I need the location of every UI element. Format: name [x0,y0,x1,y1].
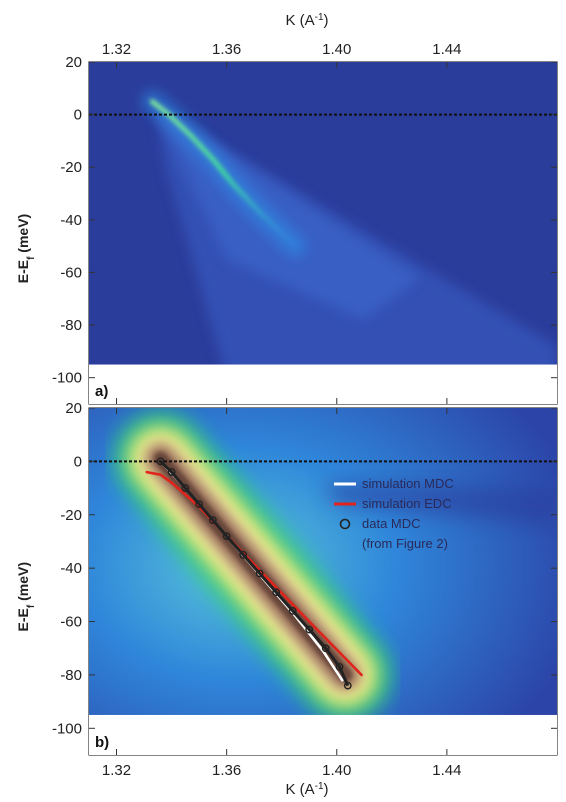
panel-b-x-label: K (A-1) [285,781,328,799]
panel-a-ticks: 20 0 -20 -40 -60 -80 -100 1.32 1.36 1.40 1.44 [52,41,557,404]
panel-b-x-label-sup: -1 [315,781,324,792]
y-tick-label: 20 [65,400,82,417]
panel-b-y-label-unit: (meV) [15,562,31,605]
panel-a-x-label-sup: -1 [315,12,324,23]
panel-a-x-label-end: ) [324,12,329,29]
x-tick-label: 1.32 [102,762,131,779]
x-tick-label: 1.36 [212,762,241,779]
panel-b-image [89,408,557,755]
panel-b-y-label-main: E-E [15,608,31,631]
y-tick-label: -40 [60,212,82,229]
y-tick-label: 0 [74,107,82,124]
y-tick-label: -20 [60,159,82,176]
data-point [167,468,176,476]
legend-label-source: (from Figure 2) [362,536,448,551]
data-point [208,516,217,525]
data-point [343,681,352,690]
x-tick-label: 1.44 [432,762,461,779]
panel-a: 20 0 -20 -40 -60 -80 -100 1.32 1.36 1.40 1.44 a) E… [15,12,558,405]
panel-b-dark-band [323,482,557,526]
data-point [255,569,264,578]
panel-a-image [89,62,557,404]
panel-b-label: b) [95,734,109,751]
panel-b-y-label-sub: f [26,604,37,608]
x-tick-label: 1.44 [432,41,461,58]
panel-b-series [145,457,363,690]
panel-a-y-label: E-Ef (meV) [15,214,37,283]
x-tick-label: 1.40 [322,762,351,779]
data-point [156,457,165,466]
panel-b-y-label: E-Ef (meV) [15,562,37,631]
data-point [181,484,190,492]
y-tick-label: -80 [60,667,82,684]
panel-a-y-label-unit: (meV) [15,214,31,257]
y-tick-label: -60 [60,614,82,631]
y-tick-label: -60 [60,264,82,281]
x-tick-label: 1.32 [102,41,131,58]
legend-label-data: data MDC [362,516,421,531]
panel-a-label: a) [95,383,108,400]
data-point [195,500,204,508]
data-point [335,663,344,671]
panel-a-dispersion [149,99,298,249]
y-tick-label: -40 [60,560,82,577]
data-point [288,606,297,615]
legend-label-mdc: simulation MDC [362,476,454,491]
y-tick-label: 20 [65,54,82,71]
x-tick-label: 1.36 [212,41,241,58]
data-point [305,625,314,634]
panel-b-x-label-main: K (A [285,781,314,798]
data-point [321,644,330,653]
data-point [272,588,281,597]
panel-a-y-label-sub: f [26,256,37,260]
y-tick-label: -20 [60,507,82,524]
legend-marker-data [339,518,351,530]
panel-a-x-label-main: K (A [285,12,314,29]
y-tick-label: 0 [74,453,82,470]
panel-a-y-label-main: E-E [15,260,31,283]
panel-b-x-label-end: ) [324,781,329,798]
y-tick-label: -80 [60,317,82,334]
panel-b-empty-region [89,714,557,755]
panel-a-x-label: K (A-1) [285,12,328,30]
panel-a-empty-region [89,364,557,404]
y-tick-label: -100 [52,370,82,387]
panel-b: 20 0 -20 -40 -60 -80 -100 1.32 1.36 1.40 1.44 simu… [15,400,558,799]
panel-b-ticks: 20 0 -20 -40 -60 -80 -100 1.32 1.36 1.40 1.44 [52,400,557,779]
panel-b-legend: simulation MDC simulation EDC data MDC (… [334,476,454,551]
data-point [239,550,248,559]
x-tick-label: 1.40 [322,41,351,58]
legend-label-edc: simulation EDC [362,496,452,511]
y-tick-label: -100 [52,720,82,737]
data-point [222,532,231,541]
